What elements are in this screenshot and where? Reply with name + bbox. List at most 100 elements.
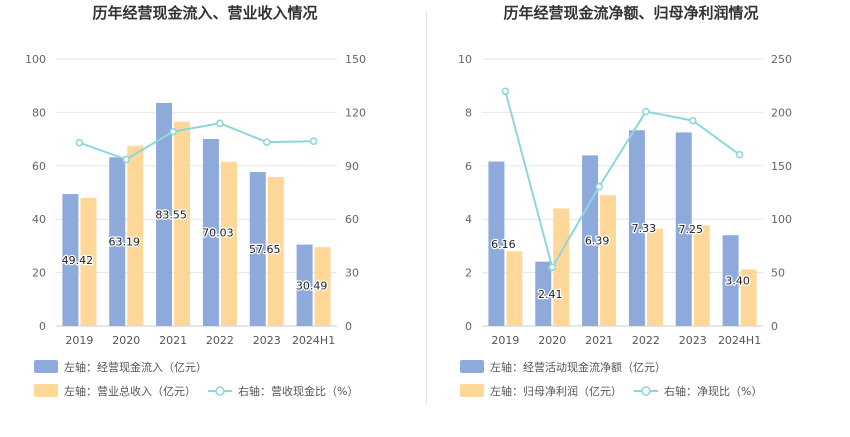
right-axis-tick: 50 (771, 267, 785, 280)
bar-secondary (600, 195, 617, 326)
legend-swatch-primary (460, 360, 484, 373)
ratio-point (642, 107, 650, 116)
legend-label-secondary: 左轴：归母净利润（亿元） (490, 384, 622, 398)
bar-secondary (740, 269, 757, 326)
x-axis-tick: 2020 (538, 334, 566, 347)
right-axis-tick: 150 (345, 53, 366, 66)
ratio-point (501, 87, 510, 96)
left-axis-tick: 8 (465, 106, 472, 119)
x-axis-tick: 2019 (491, 334, 519, 347)
right-axis-tick: 90 (345, 160, 359, 173)
bar-data-label: 3.40 (725, 275, 750, 288)
chart-title: 历年经营现金流入、营业收入情况 (92, 4, 317, 22)
left-axis-tick: 20 (32, 267, 46, 280)
chart-cash-inflow-revenue: 历年经营现金流入、营业收入情况 0 20 40 60 80 100 0 30 60 90 120 150… (25, 4, 366, 398)
bar-secondary (127, 145, 144, 326)
left-axis-tick: 0 (465, 320, 472, 333)
bar-data-label: 57.65 (249, 243, 281, 256)
ratio-line (79, 122, 314, 161)
legend-label-line: 右轴：营收现金比（%） (238, 384, 358, 398)
bar-data-label: 2.41 (538, 288, 563, 301)
bar-primary (722, 235, 739, 326)
bar-primary (109, 157, 126, 326)
ratio-point (169, 127, 177, 136)
legend-label-secondary: 左轴：营业总收入（亿元） (64, 384, 196, 398)
x-axis-tick: 2022 (632, 334, 660, 347)
ratio-point (548, 263, 557, 272)
bar-data-label: 83.55 (155, 208, 187, 221)
ratio-point (75, 138, 84, 147)
left-axis-tick: 40 (32, 213, 46, 226)
bar-secondary (80, 197, 97, 326)
x-axis-tick: 2021 (159, 334, 187, 347)
left-axis-tick: 6 (465, 160, 472, 173)
right-axis-tick: 150 (771, 160, 792, 173)
right-axis-tick: 250 (771, 53, 792, 66)
bar-data-label: 70.03 (202, 227, 234, 240)
legend-label-primary: 左轴：经营活动现金流净额（亿元） (490, 360, 666, 374)
bar-primary (628, 130, 645, 326)
bar-data-label: 49.42 (62, 254, 94, 267)
right-axis-tick: 30 (345, 267, 359, 280)
bar-primary (249, 172, 266, 326)
x-axis-tick: 2024H1 (292, 334, 335, 347)
bar-secondary (693, 225, 710, 326)
bar-secondary (314, 247, 331, 326)
ratio-point (262, 138, 271, 146)
legend-label-primary: 左轴：经营现金流入（亿元） (64, 360, 207, 374)
legend-swatch-secondary (34, 384, 58, 397)
right-axis-tick: 0 (771, 320, 778, 333)
bar-data-label: 6.16 (491, 238, 516, 251)
right-axis-tick: 0 (345, 320, 352, 333)
right-axis-tick: 120 (345, 106, 366, 119)
ratio-point (595, 182, 603, 191)
bar-secondary (646, 228, 663, 326)
legend-swatch-line-marker (641, 386, 651, 396)
ratio-point (122, 155, 131, 164)
left-axis-tick: 60 (32, 160, 46, 173)
x-axis-tick: 2024H1 (718, 334, 761, 347)
bar-primary (535, 261, 552, 326)
legend-swatch-secondary (460, 384, 484, 397)
bar-primary (488, 161, 505, 326)
bar-secondary (267, 177, 284, 326)
left-axis-tick: 100 (25, 53, 46, 66)
x-axis-tick: 2023 (253, 334, 281, 347)
right-axis-tick: 200 (771, 106, 792, 119)
ratio-point (216, 119, 224, 128)
x-axis-tick: 2021 (585, 334, 613, 347)
legend-swatch-line-marker (215, 386, 225, 396)
chart-net-cashflow-profit: 历年经营现金流净额、归母净利润情况02468100501001502002502… (458, 4, 792, 398)
bar-primary (582, 155, 599, 326)
ratio-point (735, 150, 744, 159)
bar-data-label: 63.19 (109, 236, 141, 249)
bar-data-label: 7.25 (679, 223, 704, 236)
bar-secondary (220, 161, 237, 326)
panel-divider (426, 10, 427, 405)
bar-data-label: 6.39 (585, 235, 610, 248)
bar-data-label: 7.33 (632, 222, 657, 235)
chart-title: 历年经营现金流净额、归母净利润情况 (503, 4, 758, 22)
right-axis-tick: 100 (771, 213, 792, 226)
ratio-point (688, 116, 697, 125)
bar-secondary (553, 208, 570, 326)
left-axis-tick: 80 (32, 106, 46, 119)
bar-primary (62, 194, 79, 326)
x-axis-tick: 2019 (65, 334, 93, 347)
ratio-point (309, 137, 318, 146)
x-axis-tick: 2023 (679, 334, 707, 347)
bar-primary (156, 102, 173, 326)
x-axis-tick: 2020 (112, 334, 140, 347)
legend-swatch-primary (34, 360, 58, 373)
bar-primary (675, 132, 692, 326)
bar-secondary (174, 121, 191, 327)
ratio-line (504, 90, 741, 270)
right-axis-tick: 60 (345, 213, 359, 226)
bar-primary (202, 139, 219, 326)
left-axis-tick: 2 (465, 267, 472, 280)
legend-label-line: 右轴：净现比（%） (664, 384, 762, 398)
left-axis-tick: 10 (458, 53, 472, 66)
bar-primary (296, 244, 313, 326)
left-axis-tick: 4 (465, 213, 472, 226)
